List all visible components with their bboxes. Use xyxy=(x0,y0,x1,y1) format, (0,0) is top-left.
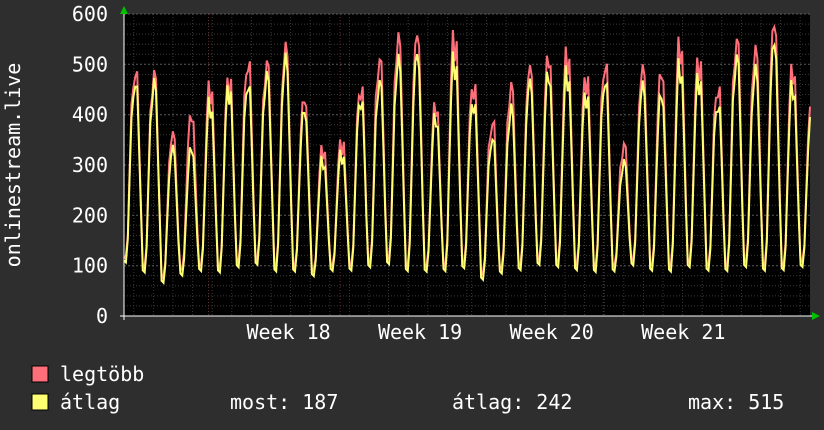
y-axis-label: onlinestream.live xyxy=(1,63,25,268)
y-tick-labels: 0 100 200 300 400 500 600 xyxy=(72,2,108,328)
y-tick-label: 500 xyxy=(72,52,108,76)
x-axis-arrow-icon xyxy=(812,312,820,320)
legend-swatch-atlag xyxy=(31,393,49,411)
x-tick-label: Week 20 xyxy=(510,320,594,344)
legend: legtöbb átlag most: 187 átlag: 242 max: … xyxy=(31,362,784,414)
legend-swatch-legtobb xyxy=(31,365,49,383)
y-tick-label: 300 xyxy=(72,153,108,177)
y-tick-label: 400 xyxy=(72,103,108,127)
legend-label-atlag: átlag xyxy=(60,390,120,414)
x-tick-label: Week 19 xyxy=(378,320,462,344)
stat-most: most: 187 xyxy=(230,390,338,414)
series-line-atlag xyxy=(123,41,811,285)
y-tick-label: 600 xyxy=(72,2,108,26)
series-layer xyxy=(123,23,811,285)
x-tick-labels: Week 18 Week 19 Week 20 Week 21 xyxy=(246,320,725,344)
y-tick-label: 200 xyxy=(72,203,108,227)
stat-atlag: átlag: 242 xyxy=(452,390,572,414)
y-tick-label: 0 xyxy=(96,304,108,328)
x-tick-label: Week 18 xyxy=(246,320,330,344)
legend-label-legtobb: legtöbb xyxy=(60,362,144,386)
axes xyxy=(120,6,820,320)
stat-max: max: 515 xyxy=(688,390,784,414)
y-tick-label: 100 xyxy=(72,254,108,278)
x-tick-label: Week 21 xyxy=(641,320,725,344)
y-axis-arrow-icon xyxy=(120,6,128,14)
